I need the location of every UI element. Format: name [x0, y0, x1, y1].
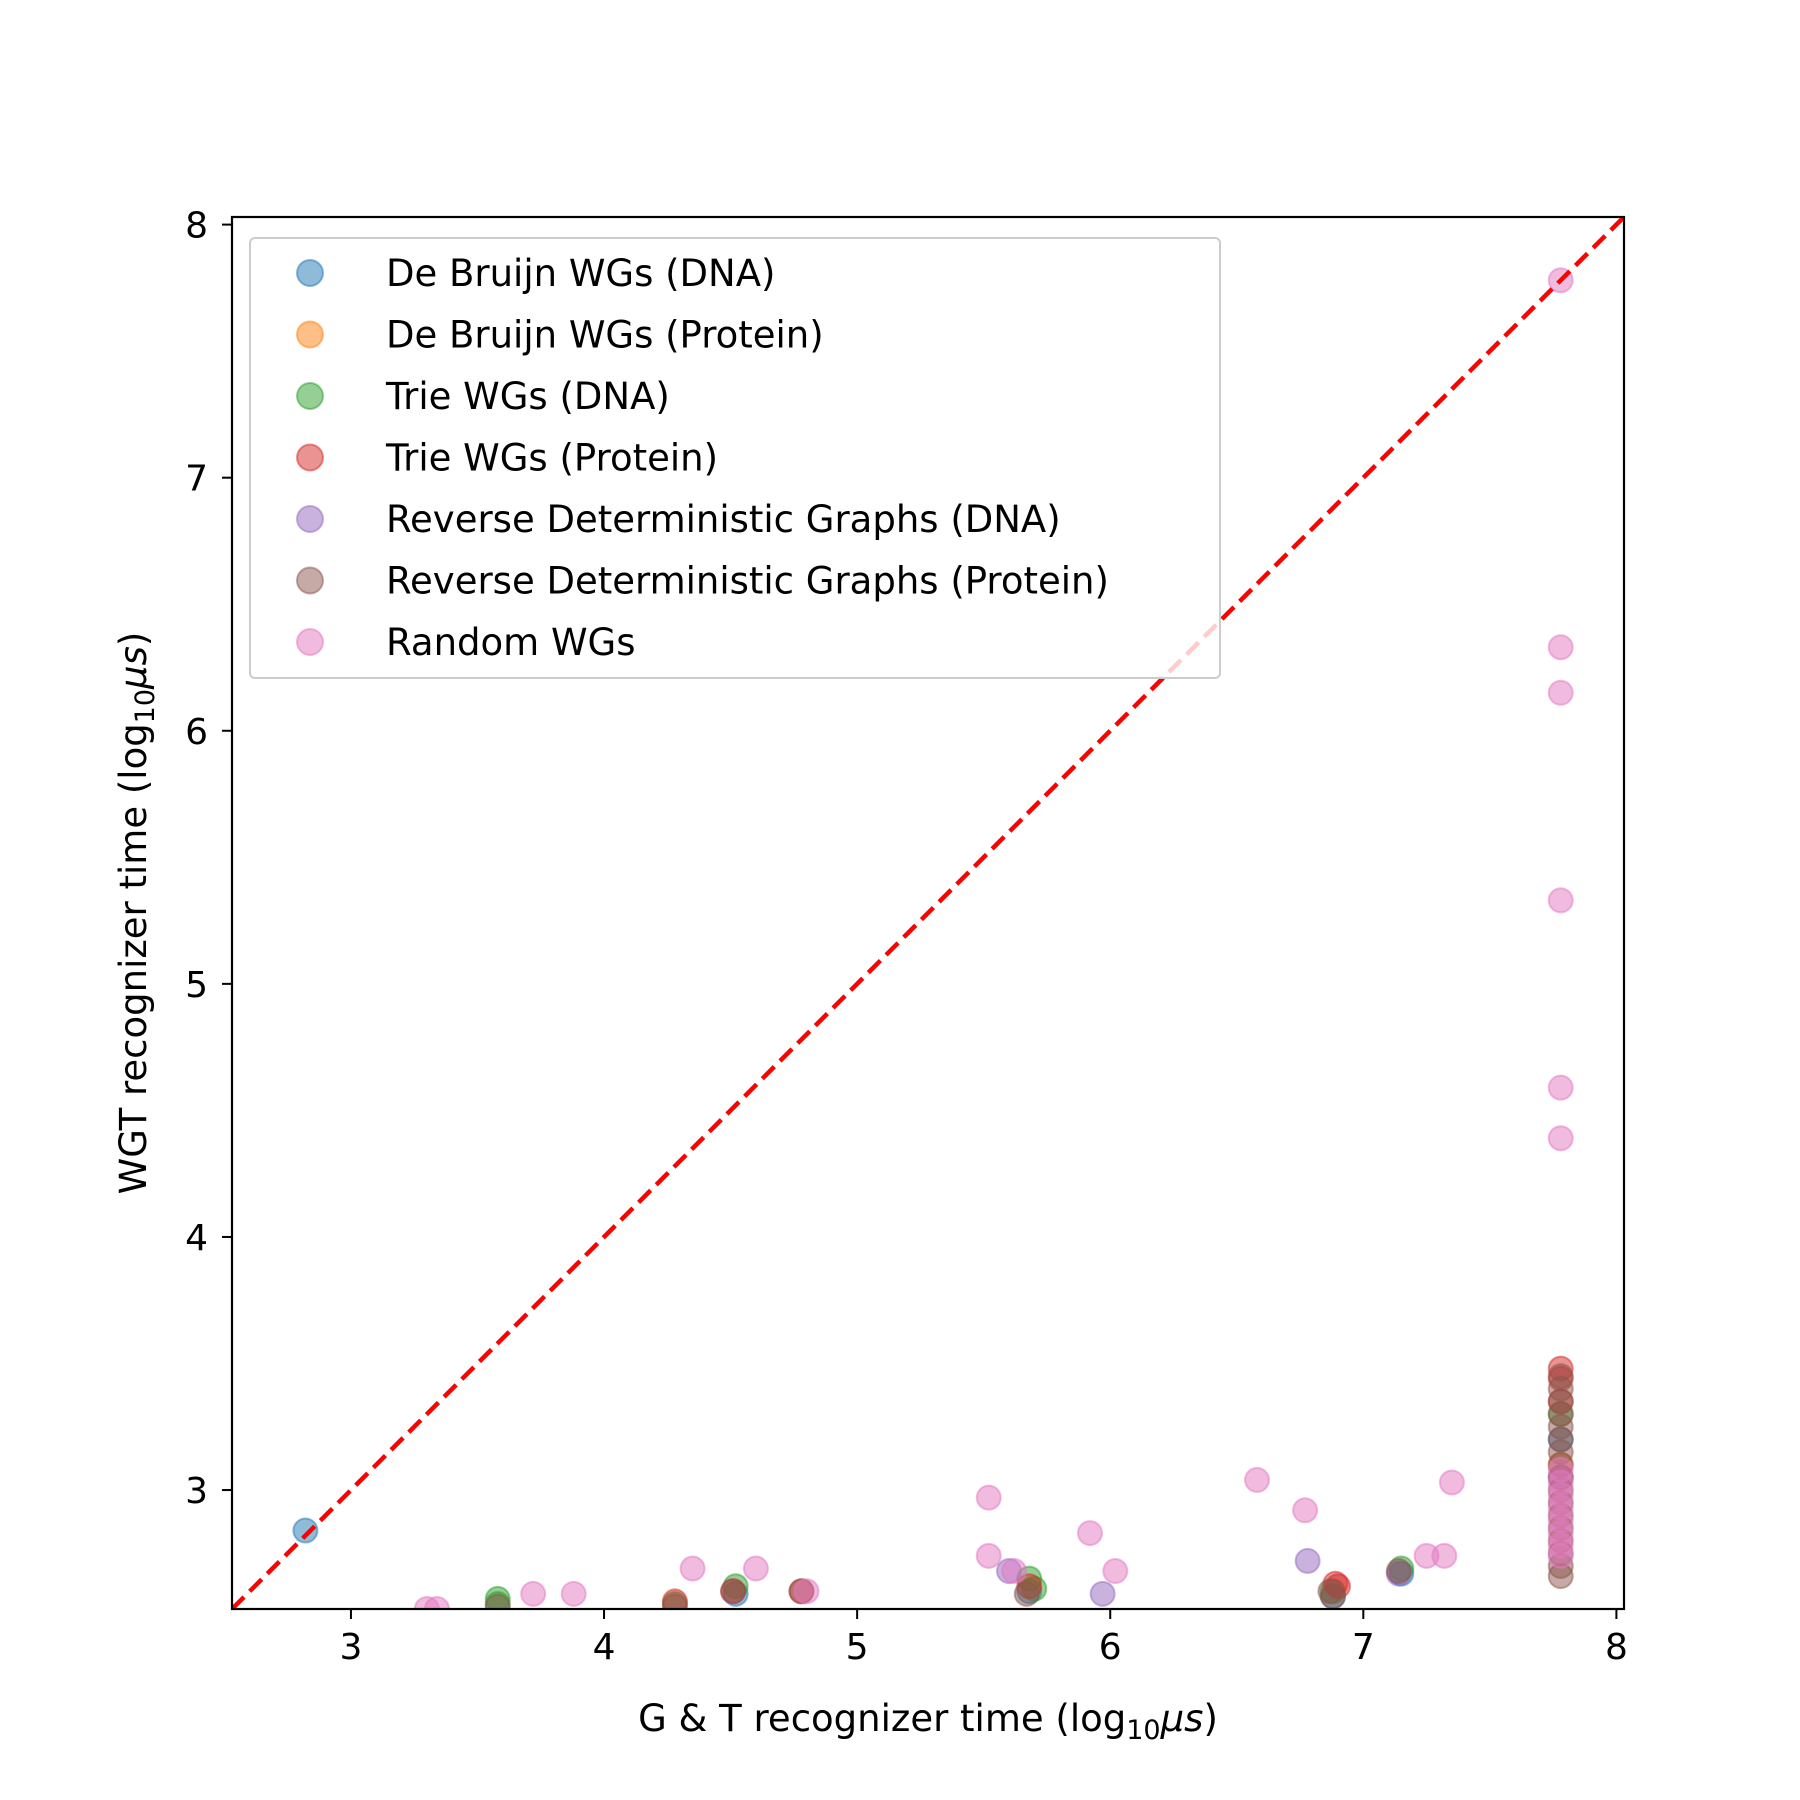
legend: De Bruijn WGs (DNA) De Bruijn WGs (Protei… [249, 237, 1221, 679]
point-reverse-deterministic-graphs-dna-1 [1089, 1580, 1116, 1607]
point-random-wgs-30 [1547, 1542, 1574, 1569]
point-random-wgs-2 [520, 1580, 547, 1607]
x-axis-label-subscript: 10 [1126, 1715, 1160, 1746]
point-reverse-deterministic-graphs-dna-2 [1294, 1547, 1321, 1574]
y-tick-label-4: 4 [185, 1218, 208, 1259]
x-axis-label-close: ) [1203, 1697, 1217, 1740]
y-tick-label-6: 6 [185, 712, 208, 753]
point-random-wgs-5 [742, 1555, 769, 1582]
point-random-wgs-12 [1244, 1466, 1271, 1493]
x-axis-label: G & T recognizer time (log10μs) [638, 1697, 1218, 1746]
point-random-wgs-11 [1102, 1558, 1129, 1585]
legend-marker-reverse-deterministic-graphs-dna [296, 505, 324, 533]
point-reverse-deterministic-graphs-protein-7 [1385, 1558, 1412, 1585]
point-random-wgs-21 [1547, 1074, 1574, 1101]
y-tick-label-7: 7 [185, 459, 208, 500]
y-tick-label-3: 3 [185, 1471, 208, 1512]
point-random-wgs-22 [1547, 1125, 1574, 1152]
x-tick-label-6: 6 [1099, 1627, 1122, 1668]
x-axis-label-text: G & T recognizer time (log [638, 1697, 1126, 1740]
point-random-wgs-8 [975, 1542, 1002, 1569]
reference-line-layer [232, 217, 1624, 1609]
legend-marker-trie-wgs-dna [296, 382, 324, 410]
x-tick-label-8: 8 [1605, 1627, 1628, 1668]
legend-marker-de-bruijn-wgs-dna [296, 259, 324, 287]
y-axis-label-subscript: 10 [130, 689, 161, 723]
x-axis-label-unit: μs [1160, 1697, 1204, 1740]
legend-label-reverse-deterministic-graphs-protein: Reverse Deterministic Graphs (Protein) [386, 560, 1109, 603]
legend-marker-de-bruijn-wgs-protein [296, 320, 324, 349]
point-reverse-deterministic-graphs-protein-0 [484, 1593, 511, 1609]
point-de-bruijn-wgs-dna-0 [292, 1517, 319, 1544]
point-reverse-deterministic-graphs-protein-4 [1013, 1580, 1040, 1607]
legend-label-trie-wgs-dna: Trie WGs (DNA) [385, 375, 670, 418]
point-random-wgs-16 [1438, 1469, 1465, 1496]
legend-label-de-bruijn-wgs-protein: De Bruijn WGs (Protein) [386, 314, 824, 357]
x-tick-label-3: 3 [339, 1627, 362, 1668]
point-reverse-deterministic-graphs-protein-1 [661, 1593, 688, 1609]
legend-label-random-wgs: Random WGs [386, 621, 635, 664]
point-random-wgs-1 [424, 1596, 451, 1609]
y-tick-label-5: 5 [185, 965, 208, 1006]
plot-points [292, 267, 1574, 1609]
legend-marker-reverse-deterministic-graphs-protein [296, 566, 324, 595]
point-random-wgs-3 [560, 1580, 587, 1607]
x-tick-label-7: 7 [1352, 1627, 1375, 1668]
legend-marker-random-wgs [296, 628, 324, 656]
point-random-wgs-6 [793, 1578, 820, 1605]
plot-area-frame [230, 215, 1626, 1611]
point-random-wgs-18 [1547, 634, 1574, 661]
point-random-wgs-19 [1547, 679, 1574, 706]
reference-line-y-equals-x [232, 217, 1624, 1609]
axis-ticks: 3 4 5 6 7 8 3 4 5 6 7 8 [185, 206, 1628, 1668]
legend-marker-trie-wgs-protein [296, 443, 324, 472]
x-tick-label-4: 4 [593, 1627, 616, 1668]
legend-label-reverse-deterministic-graphs-dna: Reverse Deterministic Graphs (DNA) [386, 498, 1061, 541]
y-tick-label-8: 8 [185, 206, 208, 247]
point-random-wgs-15 [1431, 1542, 1458, 1569]
y-axis-label-unit: μs [112, 646, 155, 690]
legend-label-de-bruijn-wgs-dna: De Bruijn WGs (DNA) [386, 252, 775, 295]
x-tick-label-5: 5 [846, 1627, 869, 1668]
legend-box [249, 237, 1221, 679]
y-axis-label-close: ) [112, 632, 155, 646]
point-random-wgs-7 [975, 1484, 1002, 1511]
point-random-wgs-4 [679, 1555, 706, 1582]
point-random-wgs-10 [1076, 1520, 1103, 1547]
point-random-wgs-20 [1547, 887, 1574, 914]
y-axis-label-text: WGT recognizer time (log [112, 723, 155, 1194]
point-random-wgs-9 [1001, 1558, 1028, 1585]
point-random-wgs-13 [1292, 1497, 1319, 1524]
y-axis-label: WGT recognizer time (log10μs) [112, 632, 161, 1195]
point-reverse-deterministic-graphs-protein-6 [1319, 1583, 1346, 1609]
point-reverse-deterministic-graphs-protein-2 [720, 1578, 747, 1605]
legend-label-trie-wgs-protein: Trie WGs (Protein) [385, 437, 718, 480]
